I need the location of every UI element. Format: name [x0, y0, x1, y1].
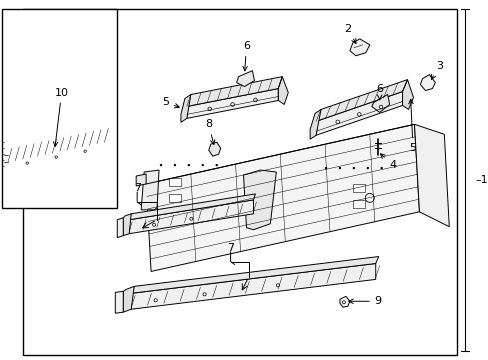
- Text: 7: 7: [226, 243, 234, 253]
- Polygon shape: [414, 124, 448, 227]
- Bar: [169, 210, 181, 218]
- Circle shape: [215, 164, 218, 166]
- Polygon shape: [104, 126, 109, 152]
- Circle shape: [201, 164, 203, 166]
- Polygon shape: [339, 296, 349, 307]
- Circle shape: [187, 164, 190, 166]
- Polygon shape: [186, 89, 278, 118]
- Circle shape: [366, 167, 368, 169]
- Polygon shape: [402, 80, 413, 109]
- Text: 3: 3: [430, 61, 442, 79]
- Circle shape: [352, 167, 354, 169]
- Polygon shape: [8, 128, 104, 162]
- Bar: [352, 184, 364, 192]
- Text: 9: 9: [348, 296, 381, 306]
- Polygon shape: [129, 200, 253, 234]
- Text: 5: 5: [408, 99, 416, 153]
- Circle shape: [173, 164, 176, 166]
- Polygon shape: [2, 132, 8, 172]
- Circle shape: [380, 167, 382, 169]
- Text: 8: 8: [205, 119, 214, 144]
- Polygon shape: [371, 95, 389, 112]
- Bar: [23, 9, 456, 355]
- Bar: [169, 194, 181, 202]
- Text: 5: 5: [162, 98, 179, 108]
- Text: 4: 4: [380, 154, 395, 170]
- Circle shape: [338, 167, 341, 169]
- Text: 2: 2: [344, 24, 355, 44]
- Polygon shape: [186, 77, 282, 107]
- Circle shape: [160, 164, 162, 166]
- Polygon shape: [349, 39, 369, 56]
- Polygon shape: [236, 71, 254, 86]
- Bar: [169, 178, 181, 186]
- Polygon shape: [8, 142, 104, 172]
- Bar: [352, 200, 364, 208]
- Polygon shape: [141, 170, 159, 210]
- Polygon shape: [315, 80, 407, 121]
- Polygon shape: [129, 194, 255, 220]
- Text: 7: 7: [133, 183, 141, 193]
- Circle shape: [324, 167, 326, 169]
- Bar: [2, 9, 117, 208]
- Polygon shape: [208, 142, 220, 156]
- Polygon shape: [420, 75, 434, 90]
- Text: –1: –1: [474, 175, 487, 185]
- Polygon shape: [136, 174, 146, 186]
- Polygon shape: [243, 170, 276, 230]
- Polygon shape: [123, 214, 131, 236]
- Polygon shape: [146, 124, 419, 271]
- Polygon shape: [181, 95, 190, 122]
- Polygon shape: [278, 77, 287, 104]
- Polygon shape: [123, 286, 134, 312]
- Text: 10: 10: [53, 87, 68, 147]
- Text: 6: 6: [243, 41, 249, 71]
- Polygon shape: [115, 291, 123, 313]
- Polygon shape: [315, 91, 402, 135]
- Polygon shape: [131, 257, 378, 293]
- Text: 6: 6: [375, 84, 383, 100]
- Polygon shape: [117, 218, 123, 238]
- Polygon shape: [309, 109, 321, 139]
- Polygon shape: [131, 264, 375, 309]
